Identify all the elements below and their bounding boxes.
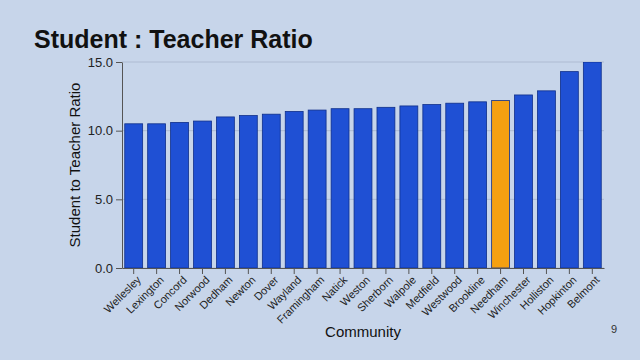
- bar: [331, 109, 349, 268]
- grid-line: [122, 62, 604, 63]
- y-tick-label: 15.0: [88, 55, 113, 70]
- y-tick: 5.0: [95, 192, 122, 207]
- y-tick-mark: [116, 131, 122, 132]
- bar: [469, 102, 487, 268]
- title: Student : Teacher Ratio: [34, 25, 313, 53]
- bar: [377, 107, 395, 268]
- chart: Student : Teacher Ratio 0.0 5.0 10.0 15.0 Wel…: [0, 0, 640, 360]
- plot: 0.0 5.0 10.0 15.0 WellesleyLexingtonConcordN…: [88, 55, 605, 326]
- x-tick-label: Belmont: [565, 274, 602, 311]
- y-tick-mark: [116, 199, 122, 200]
- y-axis-title: Student to Teacher Ratio: [66, 83, 83, 248]
- y-tick: 0.0: [95, 261, 122, 276]
- y-tick-label: 5.0: [95, 192, 113, 207]
- x-axis: WellesleyLexingtonConcordNorwoodDedhamNe…: [101, 268, 604, 326]
- bar: [538, 91, 556, 268]
- bar: [308, 110, 326, 268]
- x-axis-title: Community: [325, 323, 401, 340]
- bar: [125, 124, 143, 268]
- y-axis: 0.0 5.0 10.0 15.0: [88, 55, 123, 276]
- bar: [492, 100, 510, 268]
- y-tick-label: 10.0: [88, 123, 113, 138]
- y-tick: 15.0: [88, 55, 122, 70]
- y-axis-line: [122, 63, 123, 269]
- bar: [423, 105, 441, 268]
- x-tick: Framingham: [274, 268, 326, 326]
- x-tick-label: Newton: [223, 274, 258, 309]
- x-tick-label: Framingham: [274, 274, 326, 326]
- y-tick-label: 0.0: [95, 261, 113, 276]
- y-tick: 10.0: [88, 123, 122, 138]
- bar: [216, 117, 234, 268]
- bar: [354, 109, 372, 268]
- bar: [171, 122, 189, 268]
- bar: [446, 103, 464, 268]
- bar: [262, 114, 280, 268]
- grid: [122, 62, 604, 268]
- background: [0, 0, 640, 360]
- x-tick: Newton: [223, 268, 258, 308]
- bar: [194, 121, 212, 268]
- bars: [125, 62, 601, 268]
- x-tick: Belmont: [565, 268, 602, 311]
- bar: [560, 72, 578, 268]
- bar: [148, 124, 166, 268]
- y-tick-mark: [116, 268, 122, 269]
- bar: [400, 106, 418, 268]
- page-number: 9: [611, 323, 617, 335]
- bar: [515, 95, 533, 268]
- bar: [285, 111, 303, 268]
- bar: [583, 62, 601, 268]
- y-tick-mark: [116, 62, 122, 63]
- bar: [239, 116, 257, 268]
